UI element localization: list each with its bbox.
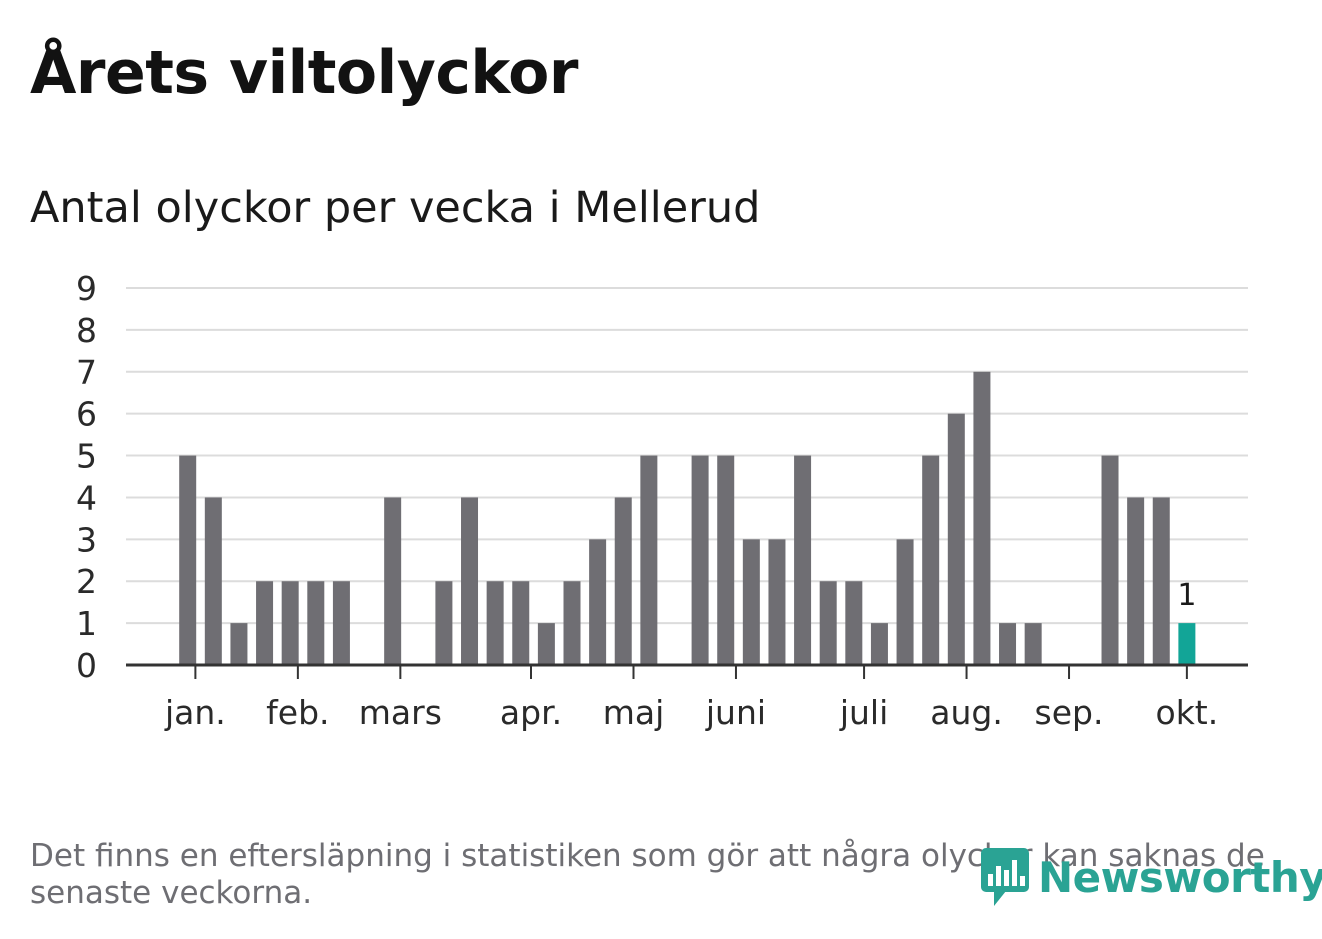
y-tick-label: 3: [76, 520, 97, 559]
y-tick-label: 5: [76, 437, 97, 476]
bar: [973, 371, 991, 665]
x-tick-label: aug.: [930, 693, 1003, 732]
bar: [742, 539, 760, 665]
y-tick-label: 7: [76, 353, 97, 392]
bar: [640, 455, 658, 665]
highlight-data-label: 1: [1177, 578, 1196, 613]
bar: [486, 581, 504, 665]
y-tick-label: 4: [76, 478, 97, 517]
page-title: Årets viltolyckor: [30, 38, 579, 108]
x-tick-label: juni: [705, 693, 766, 732]
bar: [563, 581, 581, 665]
bars: [179, 371, 1196, 665]
bar: [537, 623, 555, 665]
y-tick-label: 0: [76, 646, 97, 685]
bar: [589, 539, 607, 665]
bar: [512, 581, 530, 665]
bar: [461, 497, 479, 665]
bar: [922, 455, 940, 665]
bar: [1152, 497, 1170, 665]
data-labels: 1: [1177, 578, 1196, 613]
bar: [999, 623, 1017, 665]
bar: [794, 455, 812, 665]
bar: [435, 581, 453, 665]
bar: [281, 581, 299, 665]
chart-subtitle: Antal olyckor per vecka i Mellerud: [30, 183, 761, 233]
y-tick-label: 8: [76, 311, 97, 350]
bar: [332, 581, 350, 665]
bar: [717, 455, 735, 665]
bar: [204, 497, 222, 665]
gridlines: [126, 287, 1248, 625]
x-tick-label: jan.: [164, 693, 226, 732]
bar: [256, 581, 274, 665]
x-tick-label: maj: [603, 693, 665, 732]
x-tick-label: okt.: [1156, 693, 1219, 732]
logo-text: Newsworthy: [1038, 852, 1322, 902]
bar: [691, 455, 709, 665]
x-tick-label: mars: [359, 693, 442, 732]
bar: [179, 455, 197, 665]
bar: [947, 413, 965, 665]
bar: [614, 497, 632, 665]
bar: [845, 581, 863, 665]
bar: [1127, 497, 1145, 665]
bar: [896, 539, 914, 665]
y-tick-label: 9: [76, 269, 97, 308]
bar: [307, 581, 325, 665]
newsworthy-logo[interactable]: Newsworthy: [980, 846, 1322, 908]
x-axis-ticks: jan. feb. mars apr. maj juni juli aug. sep. okt.: [164, 665, 1218, 732]
x-tick-label: juli: [839, 693, 888, 732]
bar: [870, 623, 888, 665]
y-tick-label: 6: [76, 395, 97, 434]
bar: [1101, 455, 1119, 665]
bar: [768, 539, 786, 665]
bar: [384, 497, 402, 665]
x-tick-label: sep.: [1035, 693, 1104, 732]
newsworthy-chat-icon: [981, 848, 1029, 906]
bar: [819, 581, 837, 665]
bar: [1024, 623, 1042, 665]
x-tick-label: apr.: [500, 693, 562, 732]
x-tick-label: feb.: [266, 693, 329, 732]
bar: [230, 623, 248, 665]
y-tick-label: 2: [76, 562, 97, 601]
bar: [1178, 623, 1196, 665]
footnote: Det finns en eftersläpning i statistiken…: [30, 838, 1265, 911]
y-tick-label: 1: [76, 604, 97, 643]
